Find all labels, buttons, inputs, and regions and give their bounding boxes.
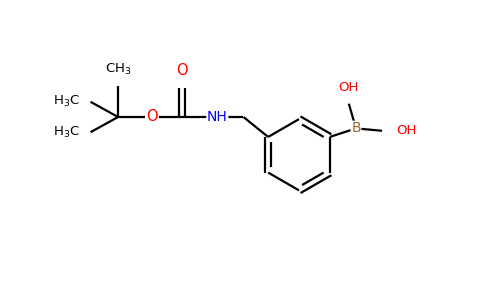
Text: CH$_3$: CH$_3$ <box>105 61 131 76</box>
Text: B: B <box>351 122 361 135</box>
Text: O: O <box>176 63 187 78</box>
Text: H$_3$C: H$_3$C <box>53 124 80 140</box>
Text: H$_3$C: H$_3$C <box>53 94 80 109</box>
Text: OH: OH <box>339 81 359 94</box>
Text: O: O <box>147 110 158 124</box>
Text: OH: OH <box>396 124 417 137</box>
Text: NH: NH <box>207 110 227 124</box>
